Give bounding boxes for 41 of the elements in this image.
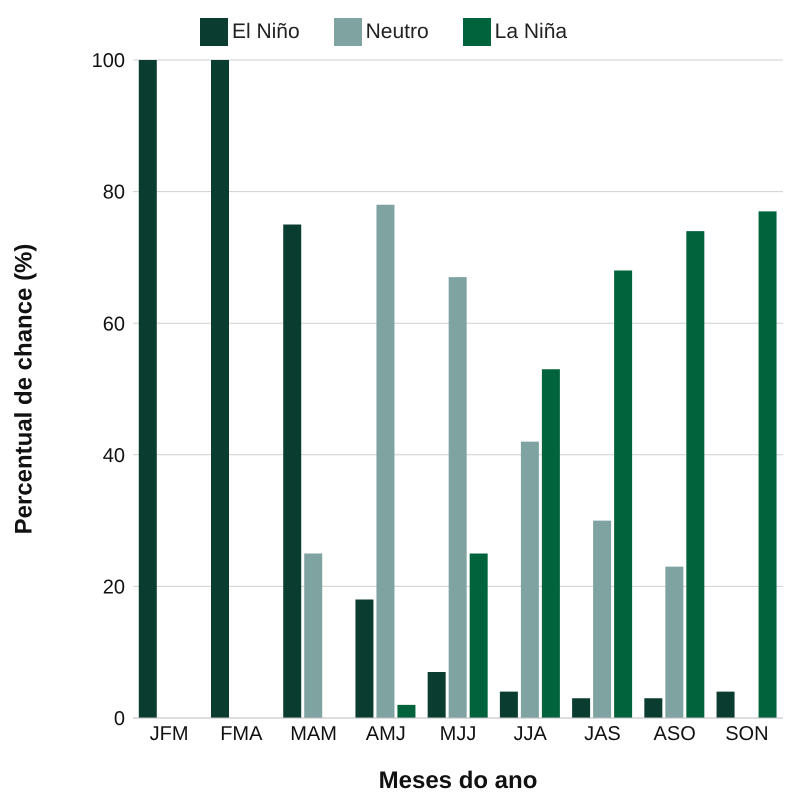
bar [304, 554, 322, 718]
bar [448, 277, 467, 718]
x-tick-label: JAS [584, 723, 621, 746]
x-tick-label: MAM [290, 723, 337, 746]
bar [542, 369, 560, 718]
bar [614, 270, 632, 718]
x-tick-label: FMA [220, 723, 264, 746]
legend-label: La Niña [494, 20, 568, 43]
y-tick-label: 100 [92, 50, 125, 72]
bar [686, 231, 704, 718]
bar [520, 442, 539, 718]
bar [572, 698, 590, 718]
bar [593, 520, 612, 718]
y-tick-label: 0 [114, 708, 125, 730]
bar [716, 692, 735, 718]
x-tick-label: JJA [514, 723, 548, 746]
bar [500, 692, 518, 718]
legend-label: Neutro [366, 20, 429, 43]
x-tick-label: AMJ [366, 723, 406, 746]
bar [644, 698, 662, 718]
y-tick-label: 20 [102, 576, 125, 598]
x-tick-label: SON [725, 723, 769, 746]
bar [283, 224, 302, 718]
bar [665, 566, 684, 718]
x-axis-title: Meses do ano [378, 767, 538, 794]
legend-label: El Niño [232, 20, 300, 43]
x-tick-label: ASO [654, 723, 696, 746]
y-tick-label: 80 [102, 182, 125, 204]
y-tick-label: 60 [102, 313, 125, 336]
bar [355, 600, 374, 718]
y-tick-label: 40 [102, 444, 125, 467]
bar [470, 554, 488, 718]
bar [138, 60, 157, 718]
bar [428, 672, 446, 718]
x-tick-label: JFM [150, 723, 189, 746]
bar [758, 211, 777, 718]
y-axis-title: Percentual de chance (%) [10, 244, 38, 534]
bar [211, 60, 229, 718]
bar [376, 204, 394, 718]
x-tick-label: MJJ [440, 723, 476, 746]
bar [397, 704, 416, 718]
